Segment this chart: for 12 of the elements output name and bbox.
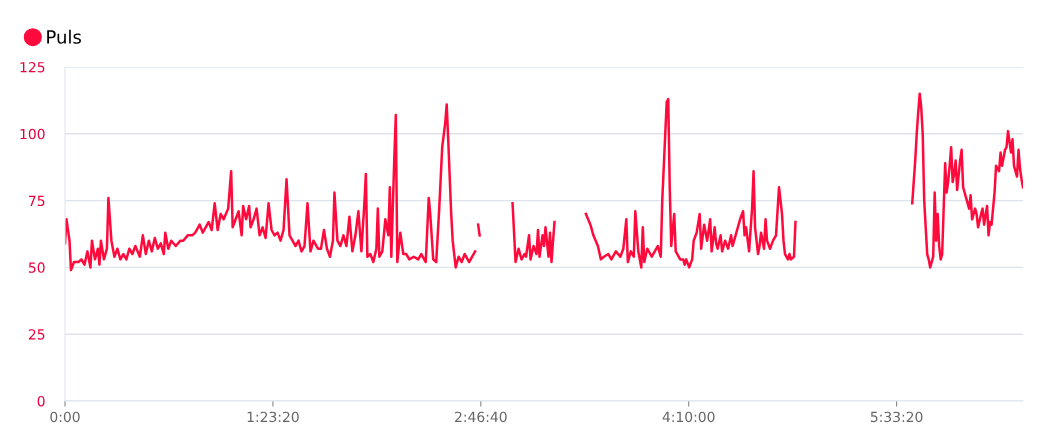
x-tick-label: 2:46:40 xyxy=(455,411,507,423)
y-tick-label: 75 xyxy=(29,195,45,207)
x-tick-label: 0:00 xyxy=(50,411,80,423)
y-tick-label: 0 xyxy=(37,395,45,407)
y-tick-label: 50 xyxy=(28,262,45,273)
y-tick-label: 25 xyxy=(28,329,45,340)
x-tick-label: 1:23:20 xyxy=(247,411,299,423)
y-tick-label: 100 xyxy=(20,128,45,140)
x-tick-label: 5:33:20 xyxy=(870,411,923,423)
x-tick-label: 4:10:00 xyxy=(662,411,715,423)
legend-label: Puls xyxy=(47,29,81,44)
y-tick-label: 125 xyxy=(20,61,45,73)
